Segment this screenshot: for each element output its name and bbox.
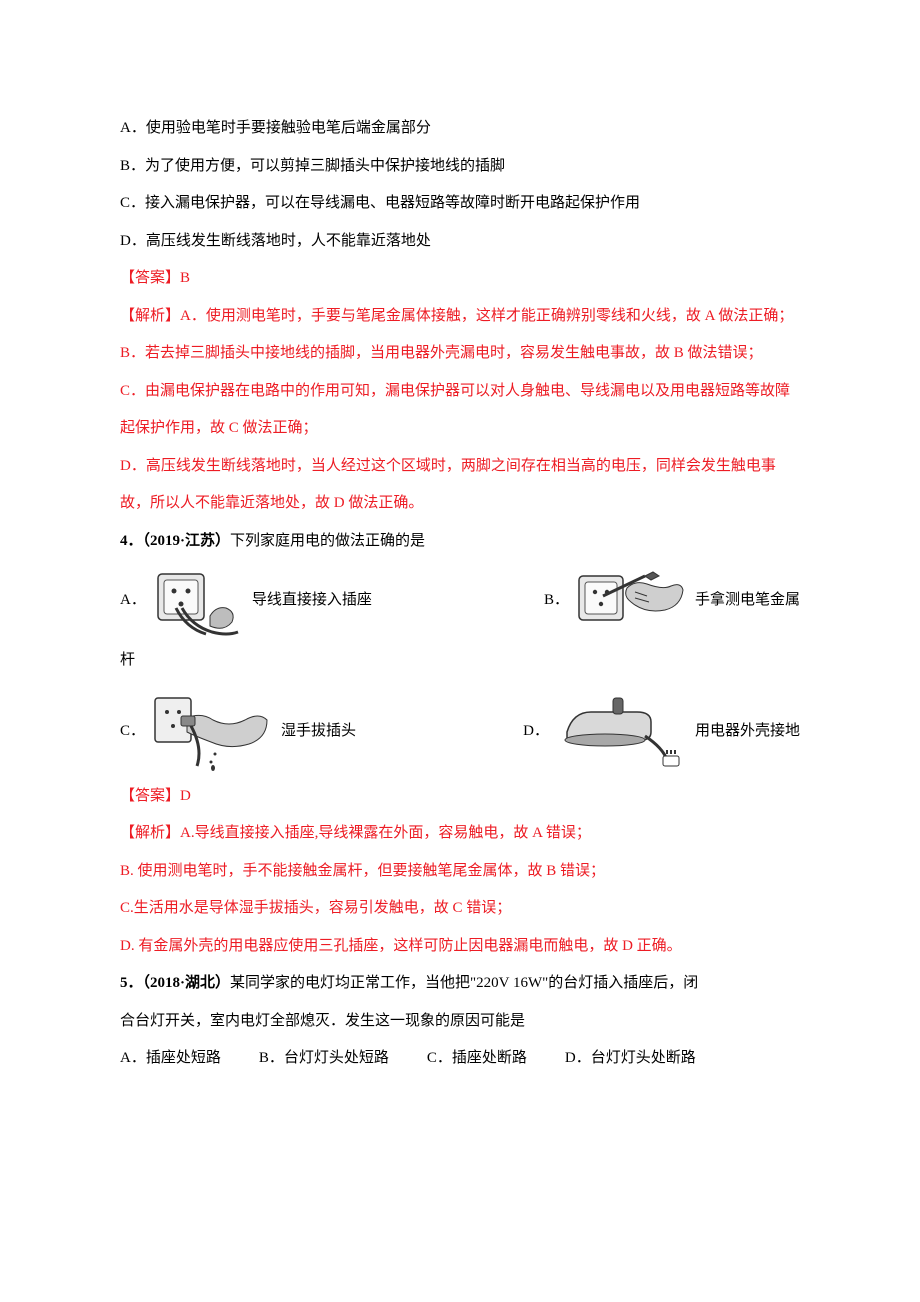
q4-optB-desc: 手拿测电笔金属 (695, 582, 800, 620)
answer-label: 【答案】 (120, 788, 180, 804)
q5-source: （2018·湖北） (143, 975, 231, 991)
q4-optB-label: B． (544, 582, 569, 620)
q4-explain-c: C.生活用水是导体湿手拔插头，容易引发触电，故 C 错误； (120, 890, 800, 928)
q4-optC-desc: 湿手拔插头 (281, 713, 356, 751)
q4-explain-a: 【解析】A.导线直接接入插座,导线裸露在外面，容易触电，故 A 错误； (120, 815, 800, 853)
q4-optA-label: A． (120, 582, 146, 620)
q4-explain-b: B. 使用测电笔时，手不能接触金属杆，但要接触笔尾金属体，故 B 错误； (120, 853, 800, 891)
q3-answer: 【答案】B (120, 260, 800, 298)
q5-stem-line1: 5．（2018·湖北）某同学家的电灯均正常工作，当他把"220V 16W"的台灯… (120, 965, 800, 1003)
q5-optD: D．台灯灯头处断路 (565, 1040, 696, 1078)
q3-option-a: A．使用验电笔时手要接触验电笔后端金属部分 (120, 110, 800, 148)
q4-optC-label: C． (120, 713, 145, 751)
q4-optC-image (151, 692, 271, 772)
q4-num: 4． (120, 533, 143, 549)
explain-label: 【解析】 (120, 825, 180, 841)
q3-explain-c: C．由漏电保护器在电路中的作用可知，漏电保护器可以对人身触电、导线漏电以及用电器… (120, 373, 800, 448)
q4-answer: 【答案】D (120, 778, 800, 816)
q3-explain-d: D．高压线发生断线落地时，当人经过这个区域时，两脚之间存在相当高的电压，同样会发… (120, 448, 800, 523)
answer-value: B (180, 270, 190, 286)
q3-option-d: D．高压线发生断线落地时，人不能靠近落地处 (120, 223, 800, 261)
q3-option-b: B．为了使用方便，可以剪掉三脚插头中保护接地线的插脚 (120, 148, 800, 186)
q4-stem: 4．（2019·江苏）下列家庭用电的做法正确的是 (120, 523, 800, 561)
q5-num: 5． (120, 975, 143, 991)
explain-text: A．使用测电笔时，手要与笔尾金属体接触，这样才能正确辨别零线和火线，故 A 做法… (180, 308, 793, 324)
q4-option-row-2: C． 湿手拔插头 D． (120, 692, 800, 772)
q5-text1: 某同学家的电灯均正常工作，当他把"220V 16W"的台灯插入插座后，闭 (230, 975, 698, 991)
q4-optD-desc: 用电器外壳接地 (695, 713, 800, 751)
q4-source: （2019·江苏） (143, 533, 231, 549)
q5-options: A．插座处短路 B．台灯灯头处短路 C．插座处断路 D．台灯灯头处断路 (120, 1040, 800, 1078)
q4-optA-desc: 导线直接接入插座 (252, 582, 372, 620)
q4-optD-image (555, 692, 685, 772)
q3-option-c: C．接入漏电保护器，可以在导线漏电、电器短路等故障时断开电路起保护作用 (120, 185, 800, 223)
q4-optB-image (575, 566, 685, 636)
q5-optC: C．插座处断路 (427, 1040, 527, 1078)
q3-explain-b: B．若去掉三脚插头中接地线的插脚，当用电器外壳漏电时，容易发生触电事故，故 B … (120, 335, 800, 373)
q4-optD-label: D． (523, 713, 549, 751)
q4-text: 下列家庭用电的做法正确的是 (230, 533, 425, 549)
q4-option-row-1: A． 导线直接接入插座 B． (120, 566, 800, 636)
page: A．使用验电笔时手要接触验电笔后端金属部分 B．为了使用方便，可以剪掉三脚插头中… (0, 0, 920, 1138)
answer-label: 【答案】 (120, 270, 180, 286)
q3-explain-a: 【解析】A．使用测电笔时，手要与笔尾金属体接触，这样才能正确辨别零线和火线，故 … (120, 298, 800, 336)
q5-stem-line2: 合台灯开关，室内电灯全部熄灭．发生这一现象的原因可能是 (120, 1003, 800, 1041)
q4-explain-d: D. 有金属外壳的用电器应使用三孔插座，这样可防止因电器漏电而触电，故 D 正确… (120, 928, 800, 966)
q5-optA: A．插座处短路 (120, 1040, 221, 1078)
answer-value: D (180, 788, 191, 804)
explain-label: 【解析】 (120, 308, 180, 324)
q5-optB: B．台灯灯头处短路 (259, 1040, 389, 1078)
explain-text: A.导线直接接入插座,导线裸露在外面，容易触电，故 A 错误； (180, 825, 591, 841)
q4-optB-desc-line2: 杆 (120, 642, 800, 680)
q4-optA-image (152, 566, 242, 636)
